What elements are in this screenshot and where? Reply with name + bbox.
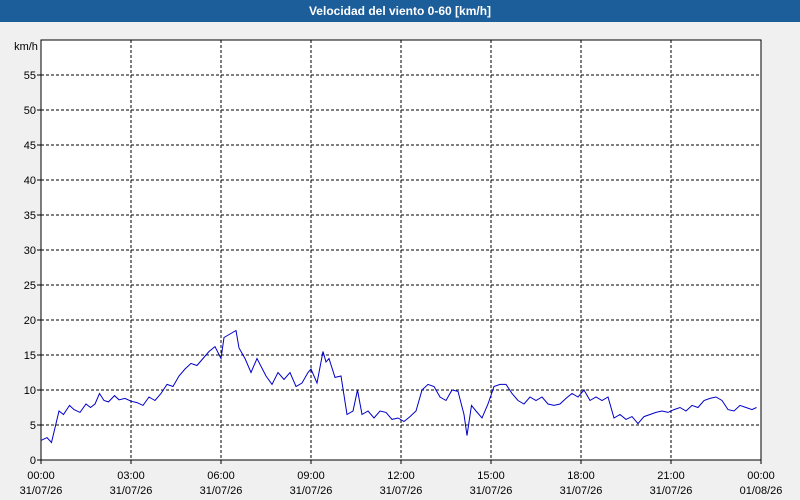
x-tick-date: 31/07/26 [200,485,243,497]
y-tick-label: 50 [24,105,36,117]
x-tick-date: 31/07/26 [110,485,153,497]
x-tick-date: 01/08/26 [740,485,783,497]
x-tick-time: 21:00 [657,470,685,482]
y-tick-label: 30 [24,245,36,257]
series-line [40,329,757,444]
x-tick-date: 31/07/26 [380,485,423,497]
x-tick-time: 06:00 [207,470,235,482]
x-tick-time: 18:00 [567,470,595,482]
y-tick-label: 0 [30,455,36,467]
y-tick-label: 35 [24,210,36,222]
x-tick-date: 31/07/26 [290,485,333,497]
y-axis-label: km/h [14,41,38,53]
series-layer [40,329,757,444]
x-tick-time: 15:00 [477,470,505,482]
y-tick-label: 5 [30,420,36,432]
x-tick-time: 09:00 [297,470,325,482]
x-tick-time: 12:00 [387,470,415,482]
x-tick-date: 31/07/26 [20,485,63,497]
x-tick-time: 00:00 [27,470,55,482]
y-tick-label: 55 [24,70,36,82]
y-tick-label: 20 [24,315,36,327]
y-tick-label: 40 [24,175,36,187]
axis-ticks: 0 5 10 15 20 25 30 35 40 45 50 55 00:00 31/07/26 03:00… [20,70,783,497]
chart-title: Velocidad del viento 0-60 [km/h] [0,0,800,22]
x-tick-time: 03:00 [117,470,145,482]
x-tick-date: 31/07/26 [650,485,693,497]
x-tick-date: 31/07/26 [470,485,513,497]
y-tick-label: 10 [24,385,36,397]
y-tick-label: 15 [24,350,36,362]
grid-lines [41,40,761,460]
x-tick-date: 31/07/26 [560,485,603,497]
y-tick-label: 25 [24,280,36,292]
x-tick-time: 00:00 [747,470,775,482]
y-tick-label: 45 [24,140,36,152]
